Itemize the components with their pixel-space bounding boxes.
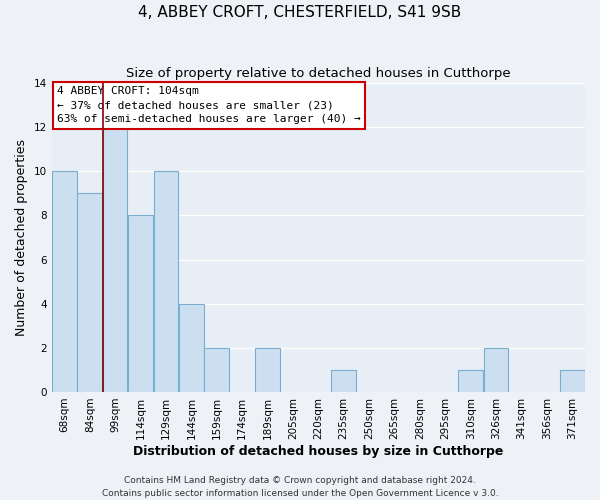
Text: 4, ABBEY CROFT, CHESTERFIELD, S41 9SB: 4, ABBEY CROFT, CHESTERFIELD, S41 9SB (139, 5, 461, 20)
Bar (128, 216, 153, 392)
Bar (179, 304, 203, 392)
Bar (77, 194, 102, 392)
Title: Size of property relative to detached houses in Cutthorpe: Size of property relative to detached ho… (126, 68, 511, 80)
Bar (154, 172, 178, 392)
Bar (205, 348, 229, 392)
Bar (103, 127, 127, 392)
X-axis label: Distribution of detached houses by size in Cutthorpe: Distribution of detached houses by size … (133, 444, 503, 458)
Bar (560, 370, 584, 392)
Bar (484, 348, 508, 392)
Bar (331, 370, 356, 392)
Y-axis label: Number of detached properties: Number of detached properties (15, 139, 28, 336)
Text: 4 ABBEY CROFT: 104sqm
← 37% of detached houses are smaller (23)
63% of semi-deta: 4 ABBEY CROFT: 104sqm ← 37% of detached … (57, 86, 361, 124)
Bar (458, 370, 483, 392)
Bar (52, 172, 77, 392)
Text: Contains HM Land Registry data © Crown copyright and database right 2024.
Contai: Contains HM Land Registry data © Crown c… (101, 476, 499, 498)
Bar (255, 348, 280, 392)
